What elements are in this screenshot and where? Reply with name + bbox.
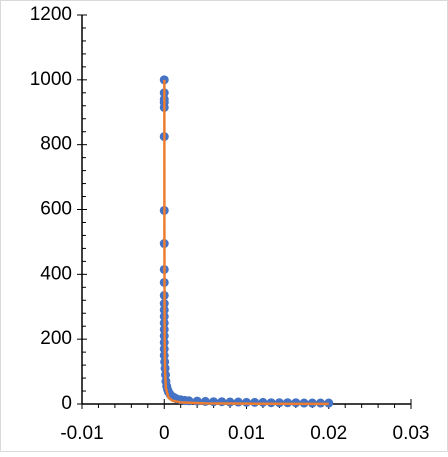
scatter-point bbox=[258, 397, 268, 407]
scatter-point bbox=[159, 75, 169, 85]
scatter-point bbox=[225, 397, 235, 407]
scatter-point bbox=[250, 397, 260, 407]
y-tick-label: 1200 bbox=[30, 4, 72, 25]
scatter-point bbox=[242, 397, 251, 407]
x-tick-label: -0.01 bbox=[60, 423, 103, 444]
scatter-point bbox=[233, 397, 243, 407]
y-tick-label: 400 bbox=[40, 263, 72, 284]
y-tick-label: 0 bbox=[61, 393, 72, 414]
scatter-point bbox=[217, 397, 227, 407]
x-tick-label: 0.02 bbox=[310, 423, 347, 444]
y-tick-label: 600 bbox=[40, 199, 72, 220]
y-tick-label: 200 bbox=[40, 328, 72, 349]
x-tick-label: 0 bbox=[159, 423, 170, 444]
scatter-point bbox=[209, 397, 219, 407]
x-tick-label: 0.01 bbox=[228, 423, 265, 444]
fit-line bbox=[163, 79, 329, 406]
y-tick-label: 1000 bbox=[30, 69, 72, 90]
x-tick-label: 0.03 bbox=[393, 423, 430, 444]
y-tick-label: 800 bbox=[40, 134, 72, 155]
